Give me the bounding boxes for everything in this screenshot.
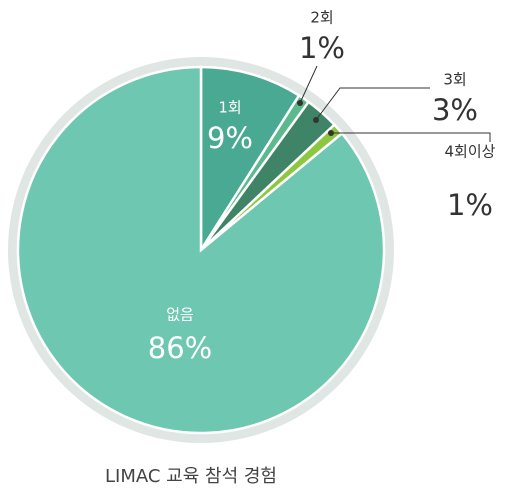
slice-name: 4회이상 — [445, 143, 496, 161]
slice-value-label: 9% — [207, 121, 253, 155]
leader-dot — [328, 130, 334, 136]
pie-slice — [199, 65, 301, 255]
slice-value-label: 1% — [299, 31, 345, 65]
chart-title: LIMAC 교육 참석 경험 — [105, 466, 277, 487]
slice-name: 없음 — [166, 306, 194, 324]
slice-name: 1회 — [218, 99, 241, 117]
slice-name: 3회 — [443, 71, 466, 89]
leader-line — [315, 87, 430, 121]
slice-value-label: 3% — [432, 93, 478, 127]
pie-slice — [16, 65, 386, 435]
slice-name: 2회 — [310, 9, 333, 27]
slice-value-label: 86% — [148, 331, 212, 365]
leader-dot — [297, 100, 303, 106]
leader-dot — [313, 117, 319, 123]
leader-line — [299, 65, 318, 104]
leader-line — [331, 132, 491, 142]
slice-value-label: 1% — [447, 188, 493, 222]
